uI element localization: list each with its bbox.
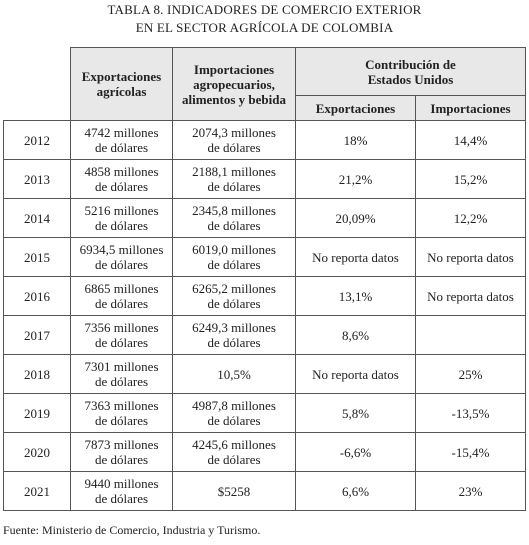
subheader: Exportaciones xyxy=(295,95,416,121)
cell: 14,4% xyxy=(415,120,526,160)
cell: 4987,8 millones de dólares xyxy=(172,393,296,433)
year-cell: 2015 xyxy=(3,237,71,277)
year-cell: 2019 xyxy=(3,393,71,433)
year-cell: 2021 xyxy=(3,471,71,511)
year-cell: 2016 xyxy=(3,276,71,316)
source: Fuente: Ministerio de Comercio, Industri… xyxy=(3,523,261,537)
cell: 23% xyxy=(415,471,526,511)
cell: 13,1% xyxy=(295,276,416,316)
cell: 4742 millones de dólares xyxy=(70,120,173,160)
cell: 2188,1 millones de dólares xyxy=(172,159,296,199)
row: 2017 7356 millones de dólares 6249,3 millo… xyxy=(3,315,526,355)
cell: 25% xyxy=(415,354,526,394)
cell: 6249,3 millones de dólares xyxy=(172,315,296,355)
cell: 5216 millones de dólares xyxy=(70,198,173,238)
row: 2014 5216 millones de dólares 2345,8 millo… xyxy=(3,198,526,238)
cell: 2074,3 millones de dólares xyxy=(172,120,296,160)
header: Contribución de Estados Unidos xyxy=(295,47,526,96)
year-cell: 2012 xyxy=(3,120,71,160)
row: 2015 6934,5 millones de dólares 6019,0 mil… xyxy=(3,237,526,277)
row: 2013 4858 millones de dólares 2188,1 millo… xyxy=(3,159,526,199)
cell: -13,5% xyxy=(415,393,526,433)
cell: 21,2% xyxy=(295,159,416,199)
header: Exportaciones agrícolas xyxy=(70,47,173,121)
year-cell: 2018 xyxy=(3,354,71,394)
cell: 7873 millones de dólares xyxy=(70,432,173,472)
row: 2019 7363 millones de dólares 4987,8 millo… xyxy=(3,393,526,433)
cell: -6,6% xyxy=(295,432,416,472)
year-cell: 2020 xyxy=(3,432,71,472)
cell: -15,4% xyxy=(415,432,526,472)
row: 2021 9440 millones de dólares $5258 6,6% 23% xyxy=(3,471,526,511)
cell: 9440 millones de dólares xyxy=(70,471,173,511)
row: 2020 7873 millones de dólares 4245,6 millo… xyxy=(3,432,526,472)
cell: 20,09% xyxy=(295,198,416,238)
row: 2016 6865 millones de dólares 6265,2 millo… xyxy=(3,276,526,316)
cell: 12,2% xyxy=(415,198,526,238)
cell: No reporta datos xyxy=(295,354,416,394)
cell: 10,5% xyxy=(172,354,296,394)
table-body: 2012 4742 millones de dólares 2074,3 millo… xyxy=(3,120,526,511)
cell xyxy=(415,315,526,355)
cell: 4858 millones de dólares xyxy=(70,159,173,199)
cell: 6865 millones de dólares xyxy=(70,276,173,316)
cell: 2345,8 millones de dólares xyxy=(172,198,296,238)
year-cell: 2013 xyxy=(3,159,71,199)
cell: 7301 millones de dólares xyxy=(70,354,173,394)
cell: 6019,0 millones de dólares xyxy=(172,237,296,277)
cell: 15,2% xyxy=(415,159,526,199)
corner xyxy=(3,47,71,121)
row: 2018 7301 millones de dólares 10,5% No repo… xyxy=(3,354,526,394)
year-cell: 2017 xyxy=(3,315,71,355)
subheader: Importaciones xyxy=(415,95,526,121)
cell: No reporta datos xyxy=(415,276,526,316)
row: 2012 4742 millones de dólares 2074,3 millo… xyxy=(3,120,526,160)
cell: 5,8% xyxy=(295,393,416,433)
year-cell: 2014 xyxy=(3,198,71,238)
cell: $5258 xyxy=(172,471,296,511)
cell: 6,6% xyxy=(295,471,416,511)
title-line: TABLA 8. INDICADORES DE COMERCIO EXTERIO… xyxy=(107,2,422,17)
header: Importaciones agropecuarios, alimentos y… xyxy=(172,47,296,121)
cell: 7356 millones de dólares xyxy=(70,315,173,355)
cell: 6934,5 millones de dólares xyxy=(70,237,173,277)
cell: 8,6% xyxy=(295,315,416,355)
cell: No reporta datos xyxy=(415,237,526,277)
cell: 6265,2 millones de dólares xyxy=(172,276,296,316)
cell: 4245,6 millones de dólares xyxy=(172,432,296,472)
table: Exportaciones agrícolas Importaciones ag… xyxy=(3,47,526,511)
cell: 18% xyxy=(295,120,416,160)
cell: 7363 millones de dólares xyxy=(70,393,173,433)
title-line: EN EL SECTOR AGRÍCOLA DE COLOMBIA xyxy=(135,20,394,35)
cell: No reporta datos xyxy=(295,237,416,277)
